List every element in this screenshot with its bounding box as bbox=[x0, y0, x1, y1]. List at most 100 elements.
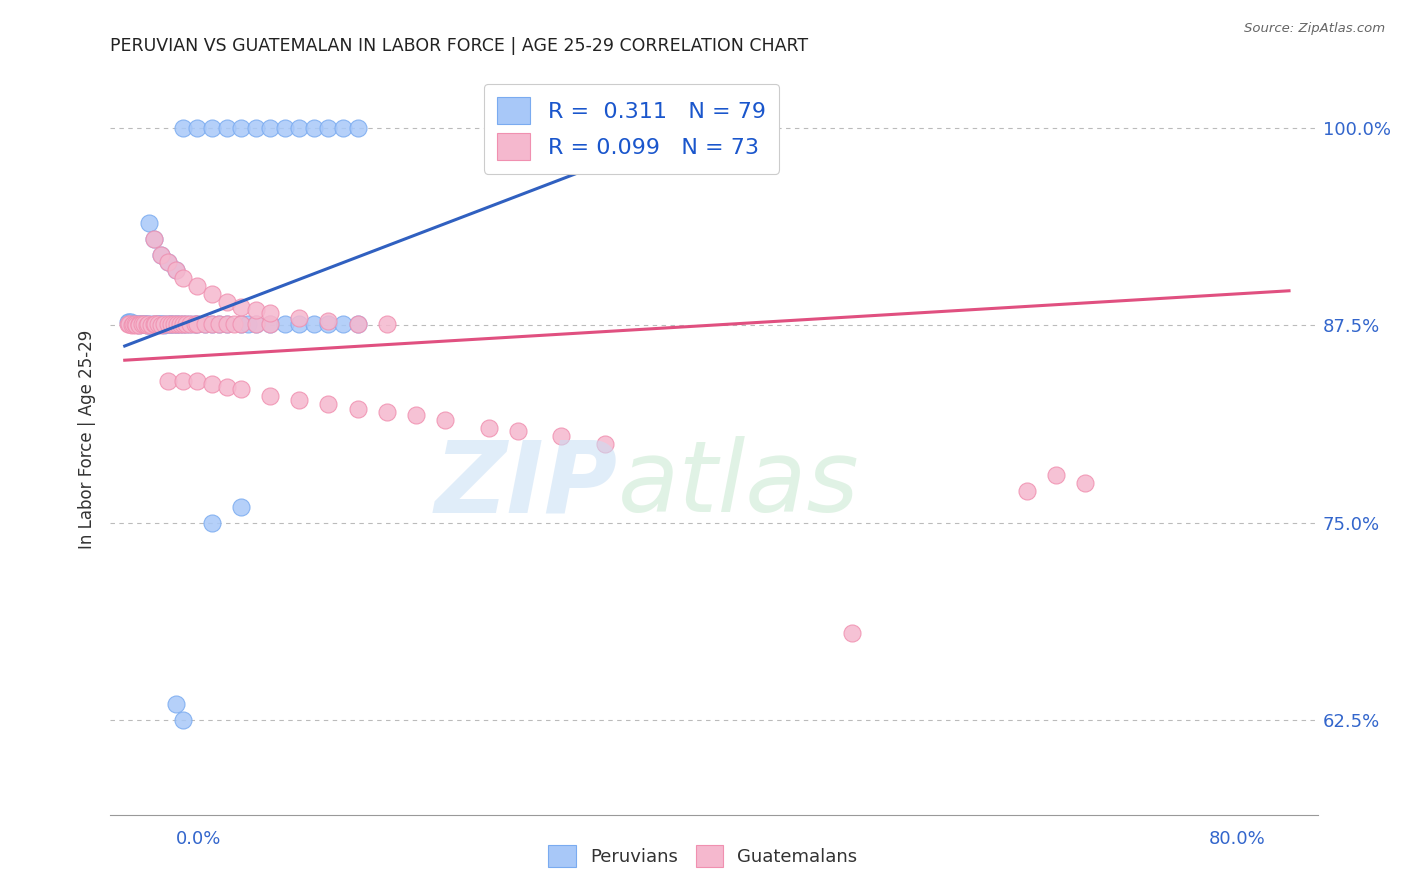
Point bbox=[134, 317, 156, 331]
Point bbox=[332, 317, 354, 331]
Text: PERUVIAN VS GUATEMALAN IN LABOR FORCE | AGE 25-29 CORRELATION CHART: PERUVIAN VS GUATEMALAN IN LABOR FORCE | … bbox=[110, 37, 808, 55]
Point bbox=[136, 317, 159, 331]
Point bbox=[179, 317, 201, 331]
Point bbox=[550, 429, 572, 443]
Point bbox=[194, 317, 217, 331]
Point bbox=[201, 121, 224, 136]
Point bbox=[169, 317, 191, 331]
Point bbox=[160, 317, 183, 331]
Point bbox=[231, 317, 253, 331]
Point bbox=[231, 500, 253, 514]
Point bbox=[125, 317, 148, 331]
Point bbox=[245, 317, 267, 331]
Point bbox=[174, 317, 197, 331]
Point bbox=[129, 317, 152, 331]
Point bbox=[120, 315, 142, 329]
Point bbox=[128, 317, 150, 331]
Point bbox=[142, 232, 165, 246]
Point bbox=[186, 374, 208, 388]
Point bbox=[139, 318, 162, 333]
Point bbox=[179, 317, 201, 331]
Point bbox=[201, 287, 224, 301]
Point bbox=[288, 392, 311, 407]
Point bbox=[172, 317, 194, 331]
Point bbox=[159, 317, 181, 331]
Point bbox=[231, 382, 253, 396]
Point bbox=[375, 405, 398, 419]
Text: ZIP: ZIP bbox=[434, 436, 617, 533]
Text: 80.0%: 80.0% bbox=[1209, 830, 1265, 847]
Point bbox=[375, 317, 398, 331]
Point bbox=[318, 121, 340, 136]
Point bbox=[208, 317, 231, 331]
Point bbox=[145, 317, 167, 331]
Point bbox=[172, 317, 194, 331]
Point bbox=[1015, 484, 1038, 499]
Point bbox=[183, 317, 205, 331]
Point bbox=[186, 317, 208, 331]
Legend: Peruvians, Guatemalans: Peruvians, Guatemalans bbox=[541, 838, 865, 874]
Point bbox=[128, 318, 150, 333]
Point bbox=[201, 376, 224, 391]
Point bbox=[157, 255, 180, 269]
Point bbox=[121, 318, 143, 333]
Point bbox=[318, 314, 340, 328]
Point bbox=[142, 232, 165, 246]
Text: atlas: atlas bbox=[617, 436, 859, 533]
Point bbox=[124, 317, 146, 331]
Point bbox=[186, 279, 208, 293]
Point bbox=[122, 317, 145, 331]
Point bbox=[127, 317, 149, 331]
Point bbox=[215, 294, 238, 309]
Point bbox=[165, 263, 187, 277]
Point bbox=[165, 697, 187, 711]
Point bbox=[166, 317, 188, 331]
Point bbox=[118, 315, 141, 329]
Point bbox=[157, 317, 180, 331]
Point bbox=[131, 317, 153, 331]
Point bbox=[135, 318, 157, 333]
Point bbox=[259, 317, 281, 331]
Point bbox=[259, 389, 281, 403]
Point bbox=[231, 300, 253, 314]
Point bbox=[172, 713, 194, 727]
Point bbox=[117, 315, 139, 329]
Point bbox=[346, 317, 368, 331]
Point bbox=[346, 317, 368, 331]
Point bbox=[593, 437, 616, 451]
Point bbox=[122, 317, 145, 331]
Point bbox=[152, 317, 174, 331]
Point bbox=[215, 121, 238, 136]
Point bbox=[165, 263, 187, 277]
Point bbox=[238, 317, 260, 331]
Point bbox=[157, 374, 180, 388]
Point bbox=[433, 413, 456, 427]
Point bbox=[1045, 468, 1067, 483]
Point bbox=[288, 121, 311, 136]
Point bbox=[172, 121, 194, 136]
Point bbox=[124, 317, 146, 331]
Point bbox=[841, 626, 863, 640]
Point bbox=[148, 317, 170, 331]
Point bbox=[346, 402, 368, 417]
Point bbox=[231, 121, 253, 136]
Point bbox=[302, 121, 325, 136]
Point bbox=[208, 317, 231, 331]
Point bbox=[1074, 476, 1097, 491]
Point bbox=[302, 317, 325, 331]
Point bbox=[259, 306, 281, 320]
Point bbox=[143, 317, 166, 331]
Point bbox=[332, 121, 354, 136]
Point bbox=[138, 318, 160, 333]
Point bbox=[172, 374, 194, 388]
Point bbox=[118, 317, 141, 331]
Point bbox=[135, 317, 157, 331]
Point bbox=[132, 317, 155, 331]
Legend: R =  0.311   N = 79, R = 0.099   N = 73: R = 0.311 N = 79, R = 0.099 N = 73 bbox=[484, 84, 779, 174]
Point bbox=[405, 409, 427, 423]
Point bbox=[318, 397, 340, 411]
Point bbox=[172, 271, 194, 285]
Point bbox=[222, 317, 245, 331]
Point bbox=[128, 318, 150, 333]
Point bbox=[186, 317, 208, 331]
